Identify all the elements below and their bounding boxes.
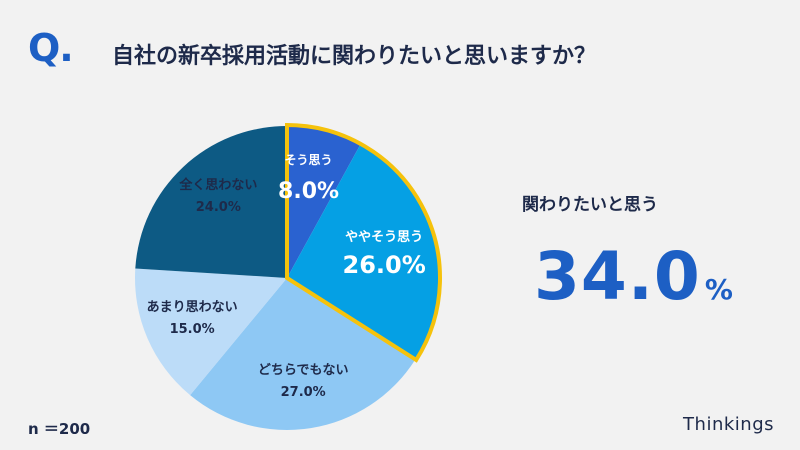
slice-value-label-3: 27.0% (281, 385, 326, 400)
question-mark-label: Q. (28, 26, 74, 70)
pie-slice-2 (287, 144, 439, 360)
sample-size: n ＝200 (28, 420, 91, 438)
slice-value-label-4: 15.0% (170, 322, 215, 337)
slice-category-label-4: あまり思わない (147, 300, 238, 315)
highlight-number: 34.0 (534, 238, 701, 315)
highlight-outline (285, 122, 442, 363)
slice-category-label-5: 全く思わない (178, 177, 257, 193)
highlight-unit: % (704, 273, 733, 306)
slice-category-label-3: どちらでもない (258, 363, 349, 378)
slice-value-label-5: 24.0% (196, 200, 241, 215)
pie-slice-1 (287, 126, 361, 278)
slice-category-label-2: ややそう思う (345, 230, 423, 245)
pie-slice-5 (135, 126, 287, 278)
pie-slice-4 (135, 268, 287, 396)
slice-value-label-1: 8.0% (278, 179, 339, 204)
pie-slice-3 (190, 278, 416, 430)
brand-logo-text: Thinkings (683, 414, 774, 435)
slice-category-label-1: そう思う (285, 153, 333, 167)
highlight-value: 34.0% (534, 238, 733, 315)
question-title: 自社の新卒採用活動に関わりたいと思いますか？ (112, 44, 597, 69)
slice-value-label-2: 26.0% (343, 251, 426, 279)
highlight-label: 関わりたいと思う (522, 195, 658, 215)
